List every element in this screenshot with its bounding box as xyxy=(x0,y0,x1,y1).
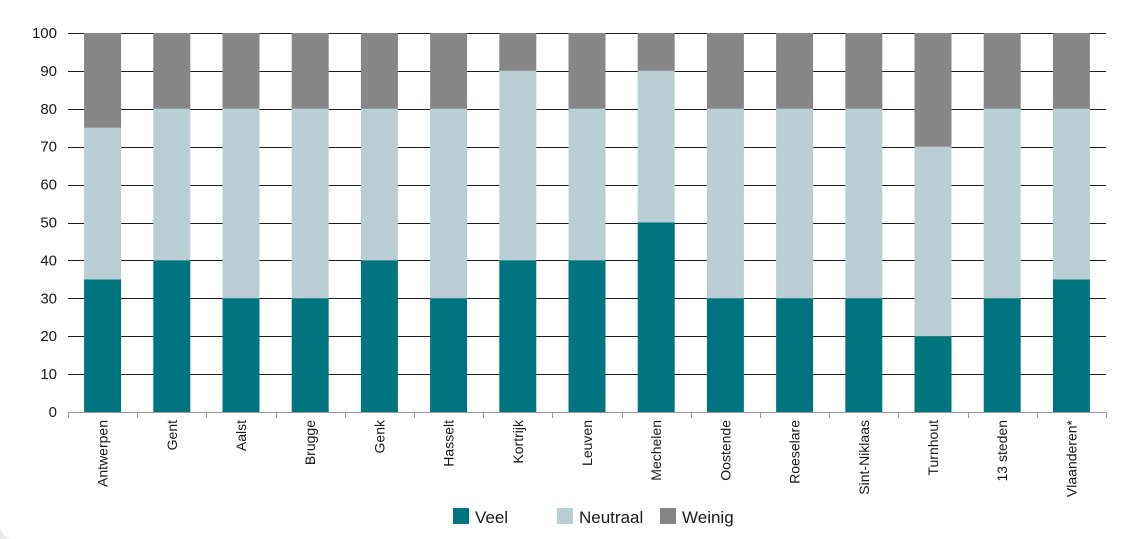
bar-veel-7 xyxy=(499,260,537,412)
x-category-label: Sint-Niklaas xyxy=(856,420,872,495)
bar-veel-2 xyxy=(153,260,191,412)
legend-swatch-weinig xyxy=(660,508,676,524)
bar-veel-10 xyxy=(706,298,744,412)
bar-neutraal-12 xyxy=(845,108,883,299)
bar-veel-8 xyxy=(568,260,606,412)
y-tick-label: 40 xyxy=(40,252,57,269)
bar-veel-14 xyxy=(983,298,1021,412)
x-category-label: Hasselt xyxy=(441,420,457,467)
bar-weinig-14 xyxy=(983,33,1021,109)
bar-weinig-11 xyxy=(776,33,814,109)
legend-label-weinig: Weinig xyxy=(682,508,734,527)
bar-weinig-12 xyxy=(845,33,883,109)
x-category-label: Gent xyxy=(164,420,180,450)
y-tick-label: 80 xyxy=(40,101,57,118)
x-category-label: Brugge xyxy=(302,420,318,465)
bar-neutraal-7 xyxy=(499,70,537,261)
y-tick-label: 0 xyxy=(49,404,57,421)
bar-neutraal-13 xyxy=(914,146,952,337)
y-tick-labels: 0 10 20 30 40 50 60 70 80 90 100 xyxy=(32,25,57,421)
bar-neutraal-11 xyxy=(776,108,814,299)
bar-veel-4 xyxy=(291,298,329,412)
x-category-label: 13 steden xyxy=(994,420,1010,482)
x-category-label: Leuven xyxy=(579,420,595,466)
y-tick-label: 20 xyxy=(40,328,57,345)
bar-weinig-4 xyxy=(291,33,329,109)
bar-veel-6 xyxy=(430,298,468,412)
x-category-label: Mechelen xyxy=(648,420,664,481)
bar-veel-11 xyxy=(776,298,814,412)
bar-neutraal-10 xyxy=(706,108,744,299)
bar-veel-12 xyxy=(845,298,883,412)
bar-weinig-8 xyxy=(568,33,606,109)
x-category-label: Turnhout xyxy=(925,420,941,476)
bar-neutraal-14 xyxy=(983,108,1021,299)
bars xyxy=(84,33,1090,412)
bar-veel-15 xyxy=(1052,279,1090,412)
bar-neutraal-5 xyxy=(360,108,398,261)
x-category-label: Vlaanderen* xyxy=(1063,419,1079,497)
legend: Veel Neutraal Weinig xyxy=(453,508,734,527)
bar-neutraal-6 xyxy=(430,108,468,299)
bar-veel-1 xyxy=(84,279,122,412)
bar-veel-5 xyxy=(360,260,398,412)
bar-weinig-15 xyxy=(1052,33,1090,109)
bar-neutraal-2 xyxy=(153,108,191,261)
y-tick-label: 50 xyxy=(40,215,57,232)
x-category-label: Kortrijk xyxy=(510,419,526,464)
bar-weinig-10 xyxy=(706,33,744,109)
bar-weinig-7 xyxy=(499,33,537,71)
bar-veel-13 xyxy=(914,336,952,412)
bar-neutraal-15 xyxy=(1052,108,1090,280)
x-category-label: Oostende xyxy=(717,420,733,481)
x-category-label: Antwerpen xyxy=(95,420,111,487)
y-tick-label: 70 xyxy=(40,139,57,156)
y-tick-label: 60 xyxy=(40,177,57,194)
x-category-label: Roeselare xyxy=(787,420,803,484)
bar-neutraal-4 xyxy=(291,108,329,299)
legend-label-veel: Veel xyxy=(475,508,508,527)
legend-swatch-neutraal xyxy=(557,508,573,524)
bar-weinig-13 xyxy=(914,33,952,147)
bar-weinig-5 xyxy=(360,33,398,109)
legend-label-neutraal: Neutraal xyxy=(579,508,643,527)
bar-neutraal-3 xyxy=(222,108,260,299)
bar-weinig-1 xyxy=(84,33,122,128)
bar-neutraal-8 xyxy=(568,108,606,261)
bar-weinig-2 xyxy=(153,33,191,109)
bar-weinig-3 xyxy=(222,33,260,109)
bar-weinig-9 xyxy=(637,33,675,71)
x-category-label: Genk xyxy=(371,419,387,453)
y-tick-label: 10 xyxy=(40,366,57,383)
axes xyxy=(68,412,1107,418)
y-tick-label: 30 xyxy=(40,290,57,307)
bar-neutraal-9 xyxy=(637,70,675,223)
bar-veel-9 xyxy=(637,222,675,412)
x-category-labels: Antwerpen Gent Aalst Brugge Genk Hasselt Kortr… xyxy=(95,419,1080,497)
y-tick-label: 90 xyxy=(40,63,57,80)
bar-weinig-6 xyxy=(430,33,468,109)
bar-veel-3 xyxy=(222,298,260,412)
x-category-label: Aalst xyxy=(233,420,249,451)
bar-neutraal-1 xyxy=(84,127,122,280)
y-tick-label: 100 xyxy=(32,25,57,42)
legend-swatch-veel xyxy=(453,508,469,524)
